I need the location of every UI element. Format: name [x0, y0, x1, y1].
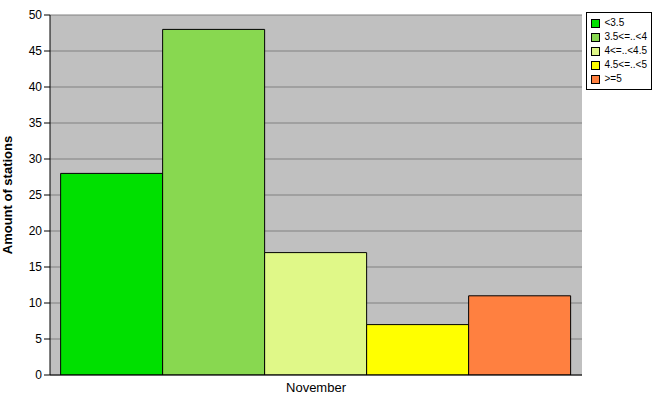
- svg-text:10: 10: [29, 296, 43, 310]
- svg-text:5: 5: [35, 332, 42, 346]
- svg-text:50: 50: [29, 8, 43, 22]
- svg-text:45: 45: [29, 44, 43, 58]
- svg-text:0: 0: [35, 368, 42, 382]
- svg-text:15: 15: [29, 260, 43, 274]
- html-text:4<=..<4.5: 4<=..<4.5: [604, 45, 647, 56]
- html-text:3.5<=..<4: 3.5<=..<4: [604, 31, 647, 42]
- svg-text:November: November: [286, 380, 347, 395]
- svg-text:30: 30: [29, 152, 43, 166]
- svg-text:20: 20: [29, 224, 43, 238]
- html-text:4.5<=..<5: 4.5<=..<5: [604, 59, 647, 70]
- svg-text:40: 40: [29, 80, 43, 94]
- html-text:<3.5: <3.5: [604, 17, 625, 28]
- html-text:>=5: >=5: [604, 73, 622, 84]
- svg-text:Amount of stations: Amount of stations: [8, 136, 15, 254]
- svg-text:35: 35: [29, 116, 43, 130]
- svg-text:25: 25: [29, 188, 43, 202]
